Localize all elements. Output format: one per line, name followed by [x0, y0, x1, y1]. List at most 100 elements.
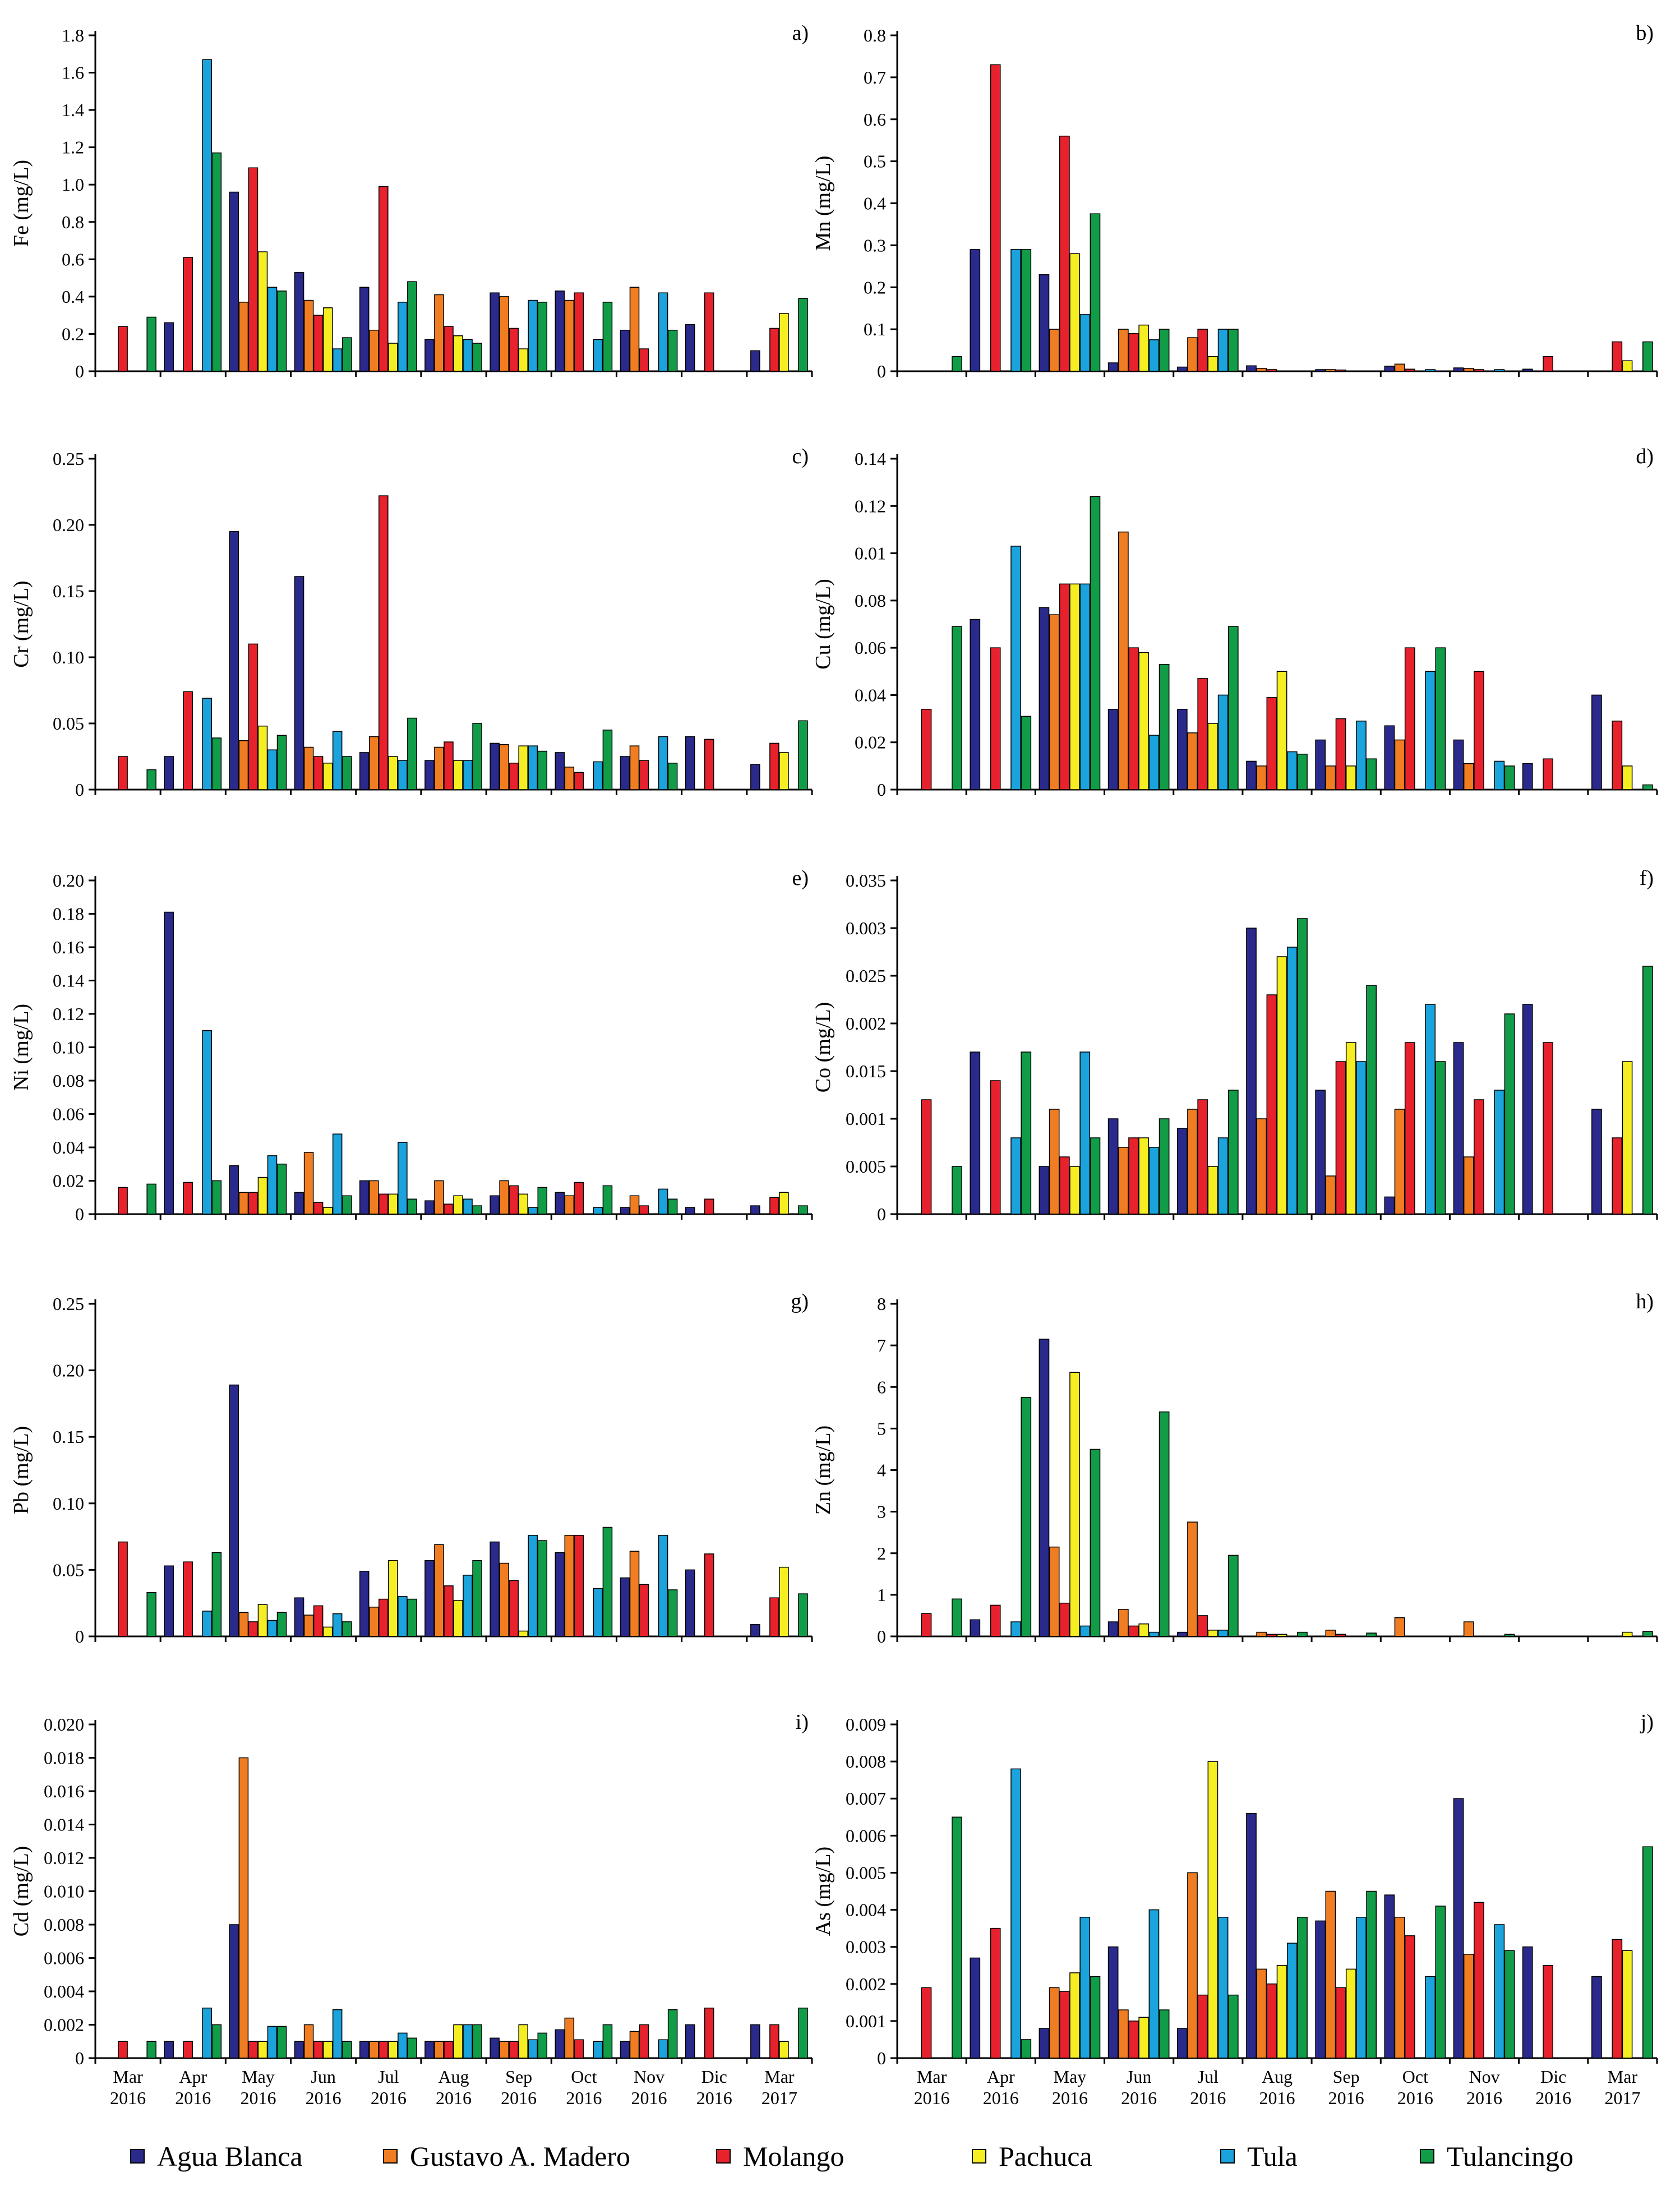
bar-gustavo-a-madero: [1049, 1987, 1060, 2059]
bar-molango: [769, 2024, 779, 2059]
bar-tula: [1217, 1137, 1229, 1215]
bar-molango: [1543, 356, 1553, 372]
bar-pachuca: [1069, 1166, 1080, 1215]
y-axis-title: Pb (mg/L): [10, 1426, 33, 1514]
bar-agua-blanca: [1315, 1090, 1326, 1215]
bar-molango: [313, 1605, 324, 1637]
bar-agua-blanca: [1453, 1042, 1464, 1215]
bar-agua-blanca: [294, 576, 304, 790]
bar-molango: [1266, 696, 1277, 790]
bar-molango: [1128, 647, 1139, 790]
bar-molango: [1335, 718, 1346, 790]
bar-molango: [574, 1182, 584, 1215]
x-tick-label-month: May: [1054, 2067, 1087, 2087]
bar-molango: [1059, 135, 1070, 372]
bar-tulancingo: [537, 302, 548, 372]
bar-tula: [398, 2032, 408, 2059]
bar-agua-blanca: [1039, 607, 1050, 790]
bar-agua-blanca: [424, 760, 435, 790]
x-tick-label-month: Sep: [1333, 2067, 1360, 2087]
bar-tulancingo: [472, 2024, 482, 2059]
bar-tula: [398, 1596, 408, 1637]
bar-molango: [990, 1927, 1001, 2059]
bar-agua-blanca: [424, 1200, 435, 1215]
y-tick-label: 0.003: [846, 1937, 886, 1957]
bar-agua-blanca: [1315, 739, 1326, 790]
bar-tulancingo: [341, 756, 352, 790]
bar-tula: [1148, 339, 1160, 372]
bar-molango: [1266, 994, 1277, 1215]
bar-molango: [990, 1604, 1001, 1637]
bar-agua-blanca: [1315, 369, 1326, 372]
bar-pachuca: [1207, 1761, 1219, 2059]
y-tick-label: 0.020: [44, 1714, 84, 1735]
legend-item-tula: Tula: [1220, 2139, 1298, 2173]
bar-agua-blanca: [750, 1205, 760, 1215]
bar-tulancingo: [407, 281, 417, 372]
bar-tula: [332, 1133, 343, 1215]
bar-tula: [332, 731, 343, 790]
bar-pachuca: [1207, 723, 1219, 790]
bar-pachuca: [1207, 1630, 1219, 1637]
bar-agua-blanca: [970, 1619, 981, 1637]
bar-pachuca: [779, 1192, 789, 1215]
bar-agua-blanca: [294, 2041, 304, 2059]
bar-agua-blanca: [1522, 1004, 1533, 1215]
y-tick-label: 0.018: [44, 1748, 84, 1768]
bar-molango: [921, 1099, 932, 1215]
bar-molango: [118, 1187, 128, 1215]
bar-agua-blanca: [1107, 708, 1119, 790]
panel-label: e): [792, 866, 809, 890]
y-tick-label: 0.003: [846, 918, 886, 938]
bar-agua-blanca: [970, 1051, 981, 1215]
legend-swatch: [1220, 2149, 1235, 2164]
bar-molango: [1266, 369, 1277, 372]
bar-tulancingo: [1435, 647, 1446, 790]
bar-tulancingo: [537, 1540, 548, 1637]
legend-swatch: [716, 2149, 731, 2164]
bar-gustavo-a-madero: [369, 330, 379, 372]
bar-tula: [1148, 1147, 1160, 1215]
bar-molango: [1612, 1137, 1623, 1215]
bar-agua-blanca: [1384, 1196, 1395, 1215]
bar-gustavo-a-madero: [238, 1192, 249, 1215]
legend-label: Tula: [1247, 2141, 1298, 2172]
bar-tula: [267, 1620, 278, 1637]
bar-tulancingo: [667, 2009, 678, 2059]
bar-agua-blanca: [1176, 1128, 1188, 1215]
x-tick-label-month: May: [242, 2067, 275, 2087]
y-tick-label: 0.08: [53, 1071, 84, 1091]
x-tick-label-month: Nov: [1469, 2067, 1499, 2087]
bar-tula: [398, 302, 408, 372]
bar-agua-blanca: [685, 1569, 695, 1637]
bar-pachuca: [1138, 1137, 1150, 1215]
x-tick-label-year: 2016: [306, 2088, 341, 2108]
bar-agua-blanca: [1522, 368, 1533, 372]
x-tick-label-month: Mar: [917, 2067, 947, 2087]
bar-molango: [1197, 1099, 1208, 1215]
bar-gustavo-a-madero: [1118, 2009, 1129, 2059]
bar-tula: [593, 2041, 603, 2059]
bar-molango: [248, 167, 259, 372]
bar-molango: [704, 292, 714, 372]
bar-tula: [1148, 1909, 1160, 2059]
bar-tulancingo: [667, 1198, 678, 1215]
bar-molango: [574, 1534, 584, 1637]
bar-gustavo-a-madero: [1256, 765, 1267, 790]
bar-tula: [593, 1207, 603, 1215]
y-tick-label: 0.004: [44, 1981, 84, 2001]
bar-agua-blanca: [1039, 1339, 1050, 1637]
y-tick-label: 4: [877, 1460, 886, 1480]
bar-agua-blanca: [1039, 1166, 1050, 1215]
bar-agua-blanca: [490, 1541, 500, 1637]
bar-tula: [658, 1188, 668, 1215]
y-tick-label: 0.14: [855, 449, 886, 469]
bar-tulancingo: [1227, 626, 1239, 790]
bar-tulancingo: [1227, 1555, 1239, 1637]
bar-tula: [1010, 1137, 1021, 1215]
y-axis-title: Zn (mg/L): [811, 1426, 835, 1515]
legend-item-agua-blanca: Agua Blanca: [130, 2139, 303, 2173]
bar-pachuca: [257, 251, 268, 372]
bar-tula: [1217, 1917, 1229, 2059]
bar-pachuca: [322, 2041, 333, 2059]
